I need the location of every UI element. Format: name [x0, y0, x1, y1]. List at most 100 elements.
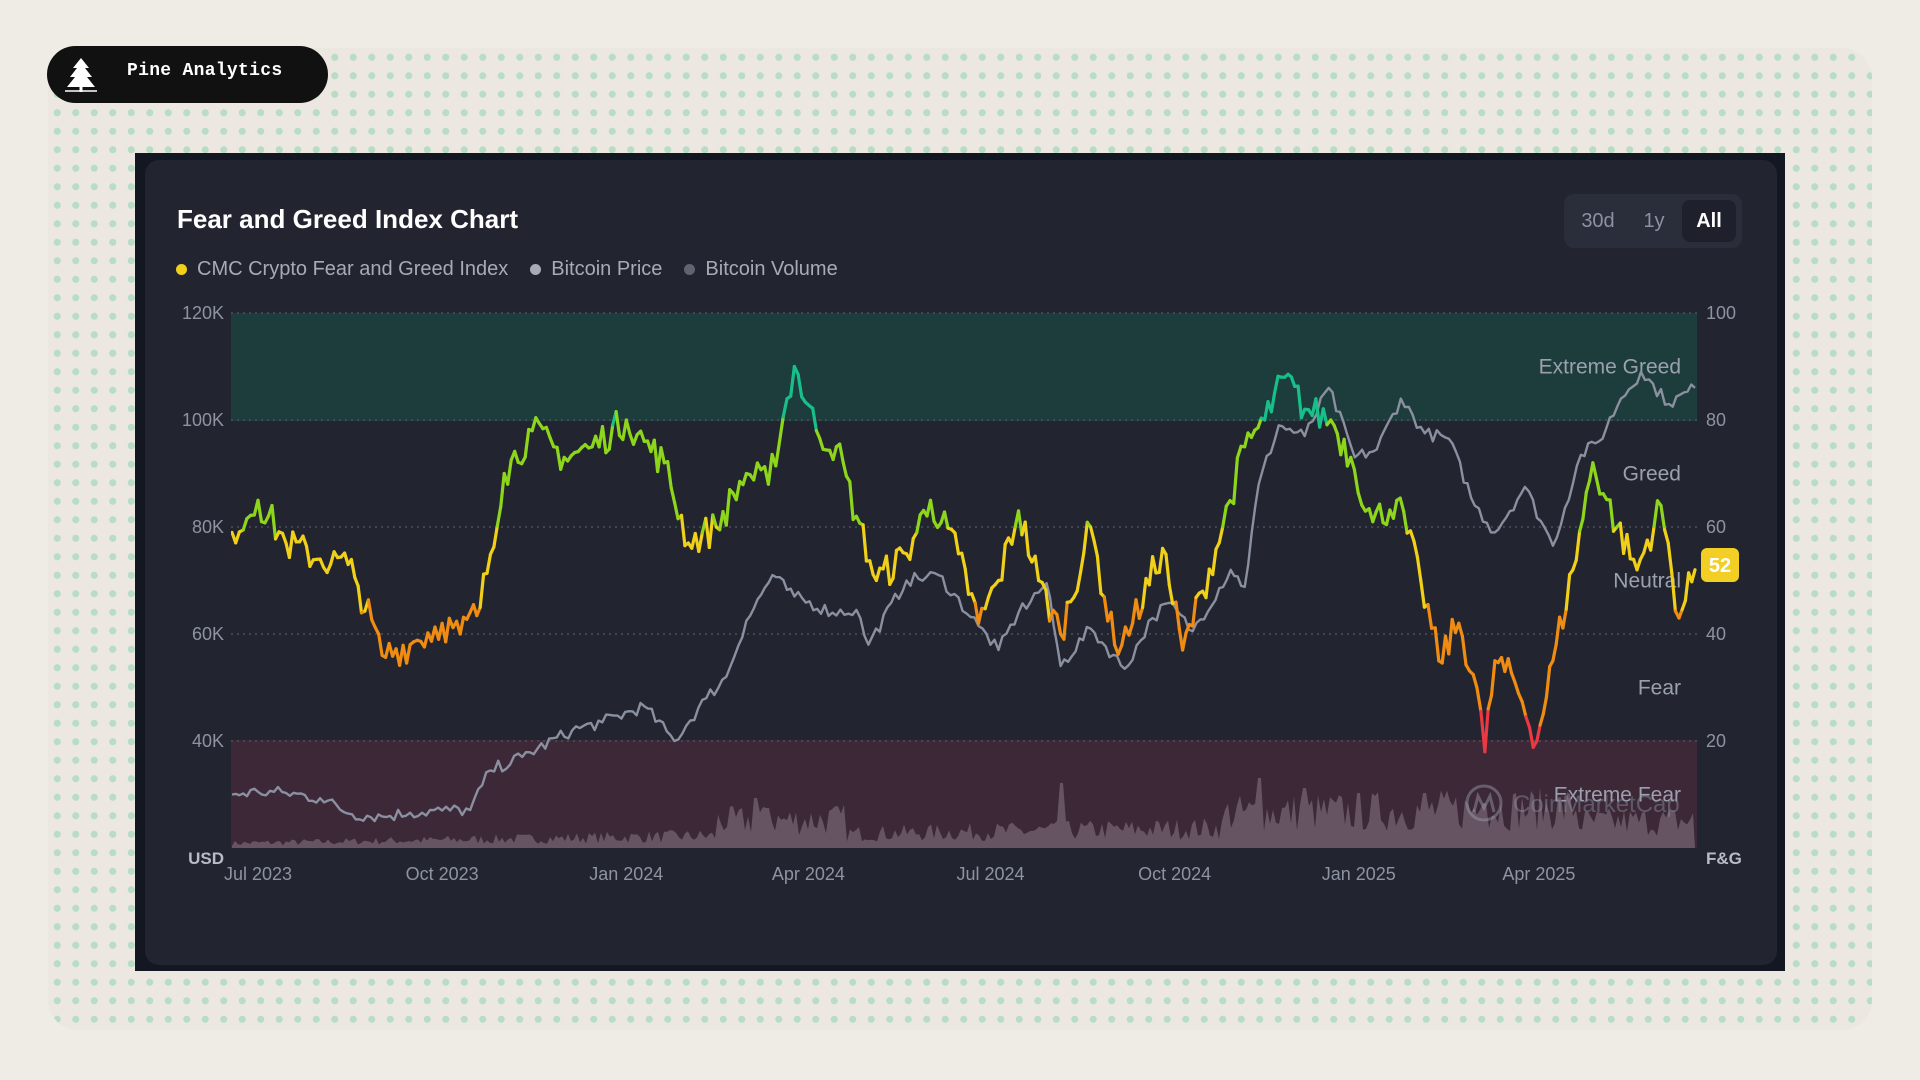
range-selector: 30d 1y All — [1564, 194, 1742, 248]
fear-greed-segment — [1095, 554, 1103, 596]
fear-greed-segment — [724, 488, 732, 527]
fear-greed-segment — [774, 440, 782, 468]
fear-greed-segment — [270, 503, 278, 541]
fear-greed-segment — [908, 536, 915, 562]
legend-dot-fear-greed — [176, 264, 187, 275]
fear-greed-segment — [1447, 617, 1454, 656]
fear-greed-segment — [1524, 715, 1532, 730]
fear-greed-segment — [818, 436, 825, 451]
fear-greed-segment — [1078, 550, 1086, 574]
range-1y-button[interactable]: 1y — [1643, 209, 1665, 232]
fear-greed-segment — [639, 429, 646, 443]
fear-greed-segment — [1513, 680, 1521, 696]
fear-greed-segment — [811, 406, 819, 433]
watermark: CoinMarketCap — [1465, 784, 1680, 822]
fear-greed-segment — [1670, 571, 1678, 613]
left-tick-label: 80K — [192, 517, 224, 537]
zone-label: Extreme Greed — [1539, 356, 1681, 379]
fear-greed-segment — [1625, 532, 1632, 561]
legend-label-bitcoin-volume: Bitcoin Volume — [705, 258, 838, 280]
fear-greed-segment — [1127, 621, 1135, 637]
fear-greed-segment — [672, 501, 680, 521]
range-all-button[interactable]: All — [1682, 200, 1736, 242]
fear-greed-segment — [1690, 568, 1697, 584]
fear-greed-segment — [1652, 499, 1660, 528]
left-tick-label: 100K — [182, 410, 224, 430]
brand-pill[interactable]: Pine Analytics — [47, 46, 328, 103]
fear-greed-segment — [986, 586, 994, 599]
legend-item-fear-greed[interactable]: CMC Crypto Fear and Greed Index — [176, 258, 508, 281]
fear-greed-segment — [600, 425, 608, 455]
fear-greed-segment — [1608, 498, 1616, 533]
fear-greed-segment — [1289, 375, 1297, 388]
zone-label: Extreme Fear — [1554, 784, 1681, 807]
fear-greed-segment — [492, 524, 499, 549]
fear-greed-segment — [356, 584, 364, 615]
legend-label-fear-greed: CMC Crypto Fear and Greed Index — [197, 258, 509, 280]
fear-greed-segment — [1044, 588, 1052, 623]
fear-greed-segment — [1191, 595, 1198, 628]
right-tick-label: 60 — [1706, 517, 1726, 537]
fear-greed-segment — [1232, 456, 1240, 506]
fear-greed-segment — [1581, 490, 1588, 521]
fear-greed-segment — [1269, 390, 1277, 414]
legend-item-bitcoin-price[interactable]: Bitcoin Price — [530, 258, 662, 281]
left-axis-unit: USD — [188, 849, 224, 868]
left-tick-label: 60K — [192, 624, 224, 644]
fear-greed-segment — [1092, 538, 1100, 558]
fear-greed-segment — [1402, 509, 1409, 535]
fear-greed-segment — [1010, 525, 1017, 546]
fear-greed-segment — [1554, 615, 1562, 646]
range-30d-button[interactable]: 30d — [1581, 209, 1615, 232]
fear-greed-segment — [1349, 455, 1357, 472]
fear-greed-segment — [458, 615, 466, 636]
fear-greed-segment — [1150, 555, 1158, 575]
zone-label: Neutral — [1613, 570, 1681, 593]
fear-greed-segment — [766, 452, 774, 486]
fear-greed-segment — [1321, 407, 1329, 427]
fear-greed-segment — [1460, 634, 1468, 667]
fear-greed-segment — [796, 372, 804, 399]
legend-dot-bitcoin-volume — [684, 264, 696, 275]
fear-greed-segment — [1520, 700, 1528, 719]
fear-greed-segment — [1204, 567, 1211, 600]
fear-greed-segment — [777, 415, 785, 444]
fear-greed-segment — [963, 567, 971, 596]
fear-greed-segment — [1415, 555, 1423, 583]
fear-greed-segment — [1398, 496, 1406, 514]
fear-greed-segment — [499, 471, 506, 508]
fear-greed-segment — [874, 566, 882, 583]
fear-greed-segment — [1659, 504, 1667, 532]
legend-dot-bitcoin-price — [530, 264, 542, 275]
right-axis-unit: F&G — [1706, 849, 1742, 868]
brand-name: Pine Analytics — [127, 61, 283, 81]
x-tick-label: Oct 2024 — [1138, 864, 1211, 884]
fear-greed-segment — [1551, 642, 1558, 663]
fear-greed-segment — [848, 480, 855, 522]
fear-greed-segment — [1102, 595, 1110, 623]
pine-tree-icon — [65, 58, 97, 92]
x-tick-label: Jul 2023 — [224, 864, 292, 884]
fear-greed-segment — [1541, 695, 1549, 716]
fear-greed-segment — [1000, 542, 1007, 582]
extreme-greed-zone — [231, 313, 1697, 421]
fear-greed-segment — [711, 513, 718, 529]
fear-greed-segment — [983, 595, 991, 611]
fear-greed-segment — [1662, 528, 1670, 545]
fear-greed-segment — [1164, 552, 1171, 587]
right-tick-label: 80 — [1706, 410, 1726, 430]
fear-greed-segment — [1412, 539, 1420, 559]
fear-greed-segment — [1538, 712, 1545, 727]
fear-greed-segment — [280, 531, 288, 545]
right-tick-label: 20 — [1706, 731, 1726, 751]
x-tick-label: Jan 2024 — [589, 864, 663, 884]
fear-greed-segment — [1356, 490, 1364, 507]
fear-greed-segment — [1174, 600, 1181, 631]
fear-greed-segment — [1475, 685, 1483, 713]
legend-item-bitcoin-volume[interactable]: Bitcoin Volume — [684, 258, 838, 281]
fear-greed-segment — [1296, 384, 1304, 420]
fear-greed-segment — [868, 559, 875, 577]
fear-greed-segment — [1273, 374, 1280, 394]
fear-greed-segment — [734, 479, 742, 502]
